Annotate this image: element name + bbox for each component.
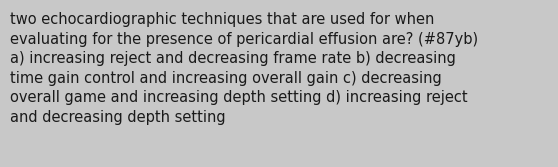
- Text: two echocardiographic techniques that are used for when
evaluating for the prese: two echocardiographic techniques that ar…: [10, 12, 478, 125]
